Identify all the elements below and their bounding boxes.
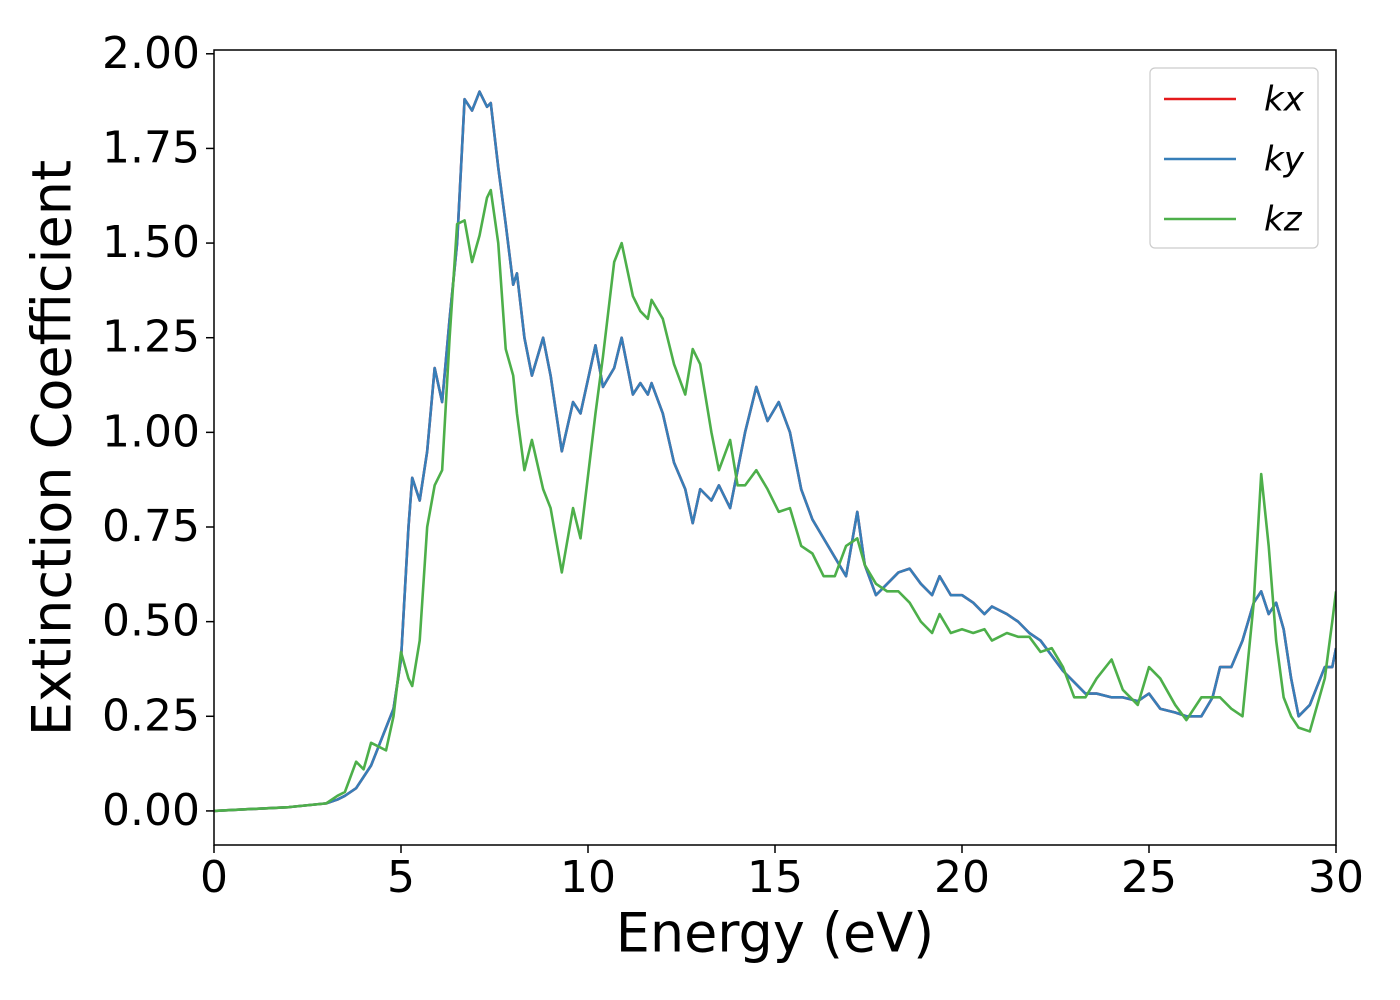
legend-label: kz	[1264, 200, 1303, 240]
x-tick-label: 10	[560, 852, 616, 903]
y-tick-label: 0.50	[102, 596, 200, 647]
y-tick-label: 1.00	[102, 406, 200, 457]
x-tick-label: 25	[1121, 852, 1177, 903]
y-tick-label: 1.50	[102, 217, 200, 268]
x-tick-label: 20	[934, 852, 990, 903]
y-tick-label: 1.75	[102, 122, 200, 173]
y-tick-label: 2.00	[102, 28, 200, 79]
x-tick-label: 15	[747, 852, 803, 903]
data-line	[214, 188, 1336, 813]
y-axis-label: Extinction Coefficient	[21, 160, 84, 736]
y-tick-label: 0.75	[102, 501, 200, 552]
legend-label: kx	[1264, 80, 1305, 120]
y-tick-label: 0.25	[102, 690, 200, 741]
x-tick-label: 5	[387, 852, 415, 903]
plot-frame	[213, 49, 1337, 846]
x-axis-label: Energy (eV)	[616, 902, 935, 965]
x-tick-label: 30	[1308, 852, 1364, 903]
y-tick-label: 1.25	[102, 312, 200, 363]
y-tick-label: 0.00	[102, 785, 200, 836]
x-tick-label: 0	[200, 852, 228, 903]
legend-label: ky	[1264, 140, 1305, 180]
